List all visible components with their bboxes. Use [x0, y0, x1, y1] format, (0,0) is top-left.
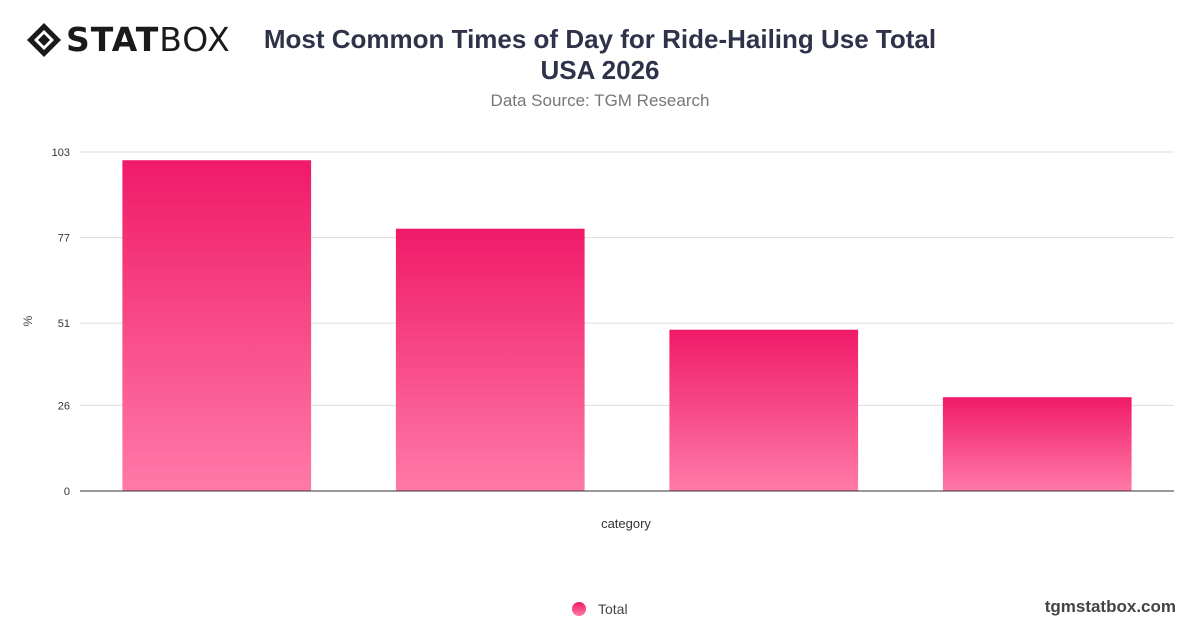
y-axis-label: % [21, 315, 35, 326]
chart-subtitle: Data Source: TGM Research [490, 91, 710, 110]
y-tick-label: 103 [52, 147, 70, 159]
chart-legend[interactable]: Total [572, 601, 628, 617]
bar-4[interactable] [942, 397, 1132, 491]
bar-3[interactable] [669, 329, 859, 491]
legend-swatch-total [572, 602, 586, 616]
site-url[interactable]: tgmstatbox.com [1044, 597, 1176, 616]
y-tick-label: 26 [58, 400, 70, 412]
bar-1[interactable] [122, 160, 312, 491]
bar-2[interactable] [395, 228, 585, 491]
logo-text-bold: STAT [66, 20, 160, 59]
chart-title: Most Common Times of Day for Ride-Hailin… [240, 24, 960, 86]
statbox-logo: STATBOX [26, 22, 231, 58]
statbox-logo-icon [27, 23, 61, 57]
legend-label-total: Total [598, 601, 628, 617]
chart-title-line-2: USA 2026 [540, 55, 660, 85]
y-tick-label: 77 [58, 233, 70, 245]
x-axis-label: category [601, 516, 651, 531]
logo-wordmark: STATBOX [66, 22, 231, 58]
y-tick-label: 0 [64, 486, 70, 498]
chart-title-line-1: Most Common Times of Day for Ride-Hailin… [263, 24, 937, 54]
logo-text-light: BOX [159, 20, 231, 59]
y-tick-label: 51 [58, 318, 70, 330]
